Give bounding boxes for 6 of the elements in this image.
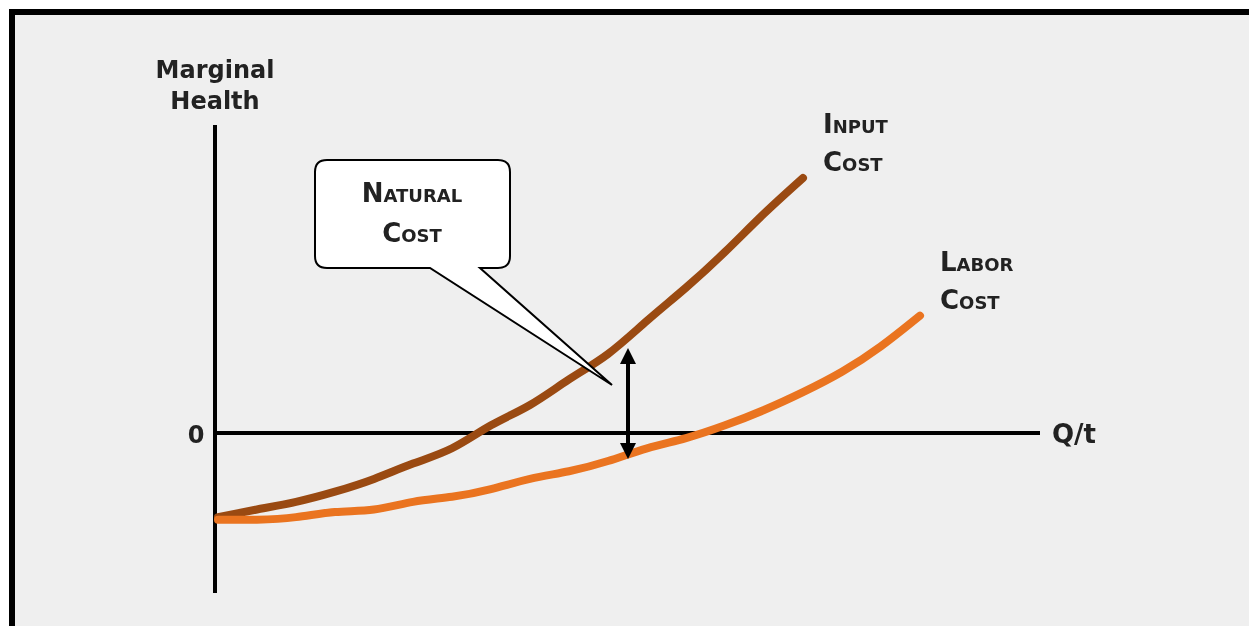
x-axis-title: Q/t [1052, 419, 1097, 449]
annotation: Natural Cost [361, 178, 463, 248]
series-label: Labor Cost [940, 246, 1014, 315]
y-axis-title: Marginal Health [155, 56, 275, 115]
series-label: Input Cost [823, 109, 889, 177]
annotation: 0 [187, 421, 205, 449]
